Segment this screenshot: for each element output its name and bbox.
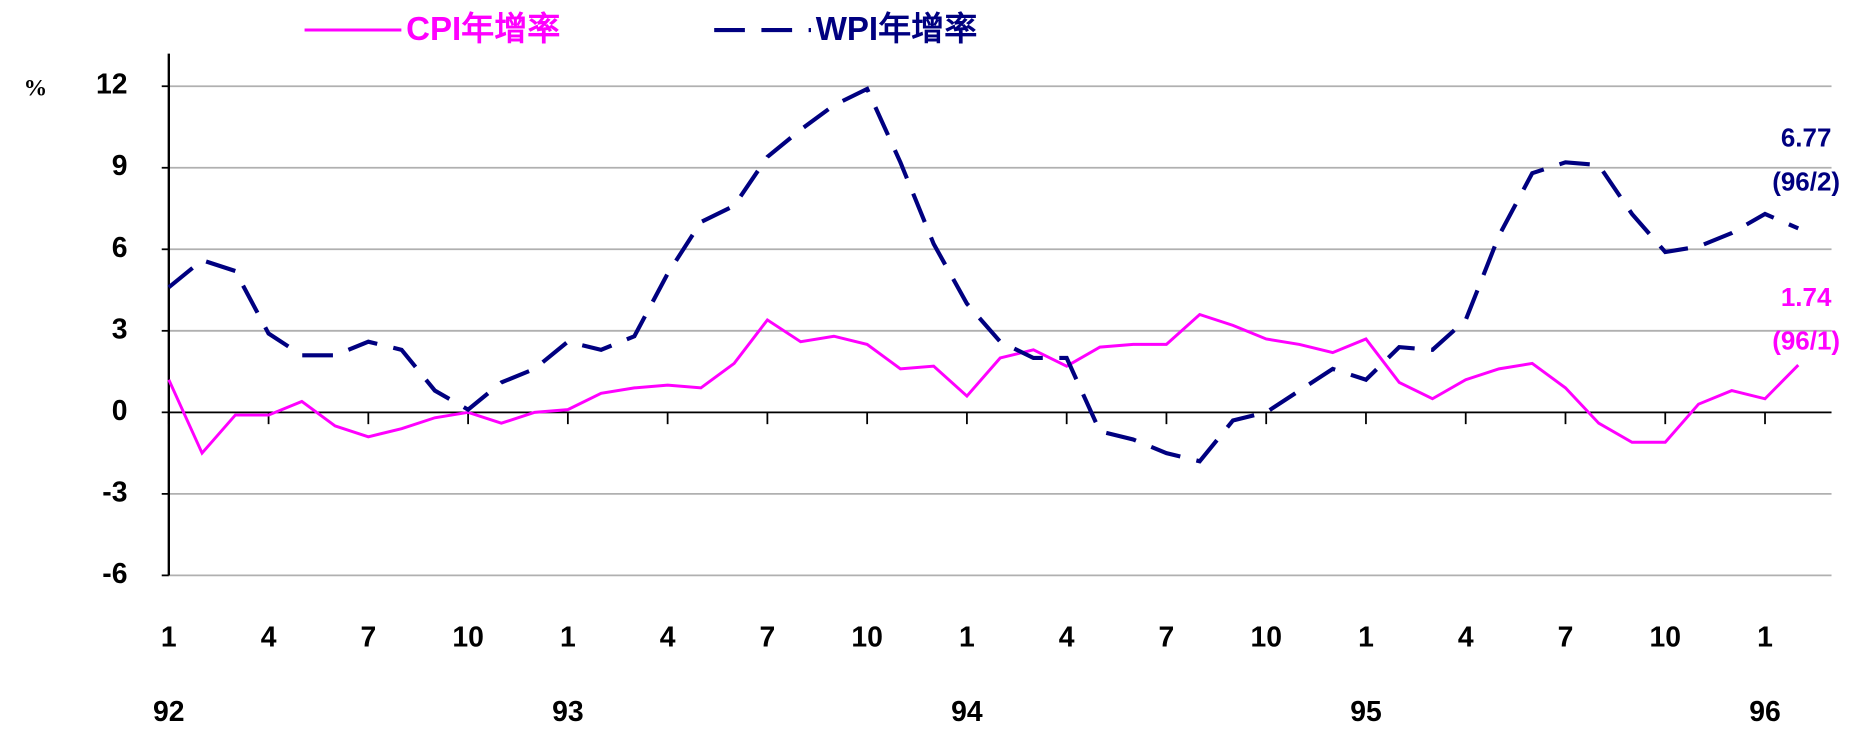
y-unit-label: % [24, 76, 48, 102]
annotation: 6.77 [1781, 123, 1832, 153]
x-tick-label: 7 [1558, 622, 1574, 654]
legend-label: CPI年增率 [406, 11, 560, 48]
y-tick-label: -3 [102, 476, 127, 508]
series-line [167, 312, 1800, 456]
x-tick-label: 4 [1458, 622, 1474, 654]
legend-label: WPI年增率 [816, 11, 978, 48]
x-tick-label: 1 [161, 622, 177, 654]
x-tick-label: 1 [959, 622, 975, 654]
x-tick-label: 7 [1159, 622, 1175, 654]
year-label: 94 [951, 696, 983, 727]
x-tick-label: 10 [851, 622, 883, 654]
x-tick-label: 1 [1358, 622, 1374, 654]
y-tick-label: 9 [112, 150, 128, 182]
x-tick-label: 10 [1649, 622, 1681, 654]
year-label: 96 [1749, 696, 1781, 727]
x-tick-label: 10 [1250, 622, 1282, 654]
x-tick-label: 7 [760, 622, 776, 654]
x-tick-label: 4 [1059, 622, 1075, 654]
x-tick-label: 1 [1757, 622, 1773, 654]
year-label: 93 [552, 696, 584, 727]
x-tick-label: 1 [560, 622, 576, 654]
annotation: 1.74 [1781, 282, 1832, 312]
year-label: 95 [1350, 696, 1382, 727]
x-tick-label: 4 [660, 622, 676, 654]
annotation: (96/2) [1772, 166, 1840, 196]
annotation: (96/1) [1772, 326, 1840, 356]
y-tick-label: 0 [112, 395, 128, 427]
y-tick-label: 12 [96, 69, 128, 101]
x-tick-label: 10 [452, 622, 484, 654]
x-tick-label: 7 [360, 622, 376, 654]
series-line [167, 86, 1800, 464]
y-tick-label: -6 [102, 558, 127, 590]
y-tick-label: 3 [112, 313, 128, 345]
y-tick-label: 6 [112, 232, 128, 264]
year-label: 92 [153, 696, 185, 727]
x-tick-label: 4 [261, 622, 277, 654]
